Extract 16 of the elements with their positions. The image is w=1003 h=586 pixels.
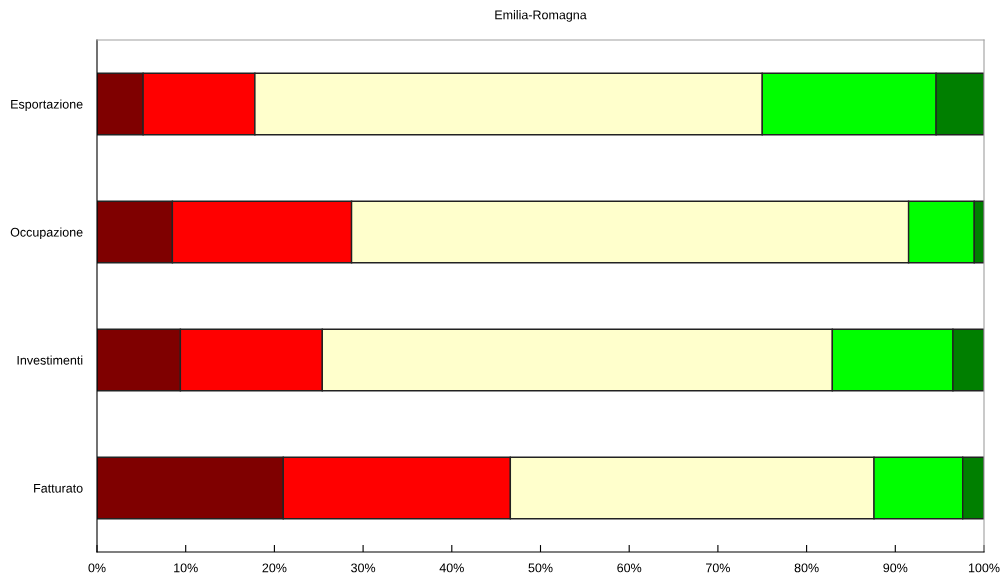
y-tick-label: Fatturato [34, 483, 83, 493]
x-tick-label: 60% [617, 563, 642, 573]
x-tick-label: 0% [88, 563, 106, 573]
y-tick-label: Esportazione [11, 99, 83, 112]
x-tick-label: 80% [794, 563, 819, 573]
x-tick-label: 20% [262, 563, 287, 573]
x-tick-label: 70% [706, 563, 730, 573]
x-tick-label: 100% [968, 563, 1000, 573]
y-tick-label: Investimenti [17, 355, 83, 365]
x-tick-label: 90% [883, 563, 908, 573]
x-tick-label: 40% [439, 563, 464, 573]
y-tick-label: Occupazione [10, 227, 83, 240]
x-tick-label: 50% [528, 563, 553, 573]
x-tick-label: 30% [351, 563, 376, 573]
chart-title: Emilia-Romagna [495, 10, 587, 22]
x-tick-label: 10% [174, 563, 198, 573]
